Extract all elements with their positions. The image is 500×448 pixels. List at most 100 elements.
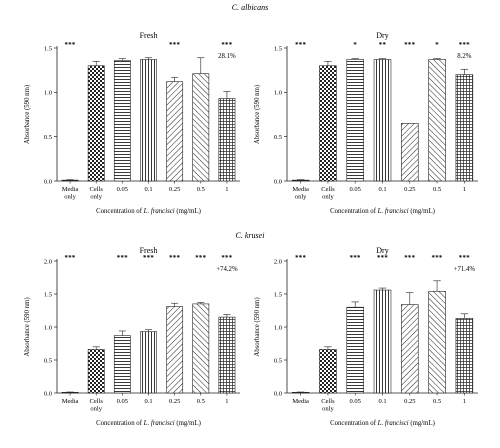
x-tick-label: 0.5	[433, 398, 441, 405]
percent-annotation: +71.4%	[454, 266, 476, 273]
y-tick-label: 0.0	[44, 178, 52, 185]
significance-marker: ***	[377, 255, 388, 262]
significance-marker: ***	[65, 255, 76, 262]
significance-marker: ***	[404, 255, 415, 262]
significance-marker: ***	[350, 255, 361, 262]
x-tick-label: Cells only	[321, 186, 335, 201]
x-axis-label-part: Concentration of	[96, 208, 144, 215]
y-tick-label: 0.5	[274, 357, 282, 364]
significance-marker: *	[353, 42, 357, 49]
panel-title: Dry	[376, 246, 388, 255]
x-axis-label: Concentration of L. francisci (mg/mL)	[96, 208, 201, 215]
significance-marker: ***	[65, 42, 76, 49]
x-axis-label-part: (mg/mL)	[175, 420, 201, 427]
y-tick-label: 1.5	[274, 45, 282, 52]
x-tick-label: 1	[463, 186, 466, 193]
x-axis-label-part: Concentration of	[330, 208, 378, 215]
x-axis-label-part: L. francisci	[143, 208, 175, 215]
x-tick-label: 0.25	[169, 186, 180, 193]
y-axis-label: Absorbance (590 nm)	[254, 297, 261, 356]
bar	[218, 316, 236, 394]
panel-title: Dry	[376, 31, 388, 40]
x-tick-label-line: only	[64, 194, 76, 201]
x-tick-label: Cells only	[321, 398, 335, 413]
bar	[291, 392, 310, 394]
x-tick-label: 0.1	[144, 186, 152, 193]
x-tick-label: 0.1	[378, 186, 386, 193]
y-tick-label: 1.0	[274, 324, 282, 331]
bar	[113, 335, 131, 394]
y-tick-label: 0.5	[44, 134, 52, 141]
x-tick-label: Cells only	[90, 398, 104, 413]
x-tick-label-line: Cells	[321, 186, 335, 193]
significance-marker: ***	[221, 255, 232, 262]
y-tick-label: 0.0	[274, 390, 282, 397]
significance-marker: ***	[221, 42, 232, 49]
y-tick-label: 1.0	[274, 90, 282, 97]
x-tick-label-line: only	[90, 406, 102, 413]
x-tick-label: 0.5	[197, 186, 205, 193]
bar	[192, 73, 210, 182]
x-tick-label: Media only	[292, 186, 309, 201]
y-tick-label: 1.5	[274, 291, 282, 298]
bar	[166, 81, 184, 182]
significance-marker: **	[379, 42, 387, 49]
bar	[401, 123, 419, 182]
x-axis-label-part: Concentration of	[330, 420, 378, 427]
percent-annotation: 28.1%	[218, 53, 236, 60]
y-tick-label: 0.5	[44, 357, 52, 364]
significance-marker: ***	[432, 255, 443, 262]
x-tick-label-line: Cells	[90, 398, 104, 405]
x-tick-label: 0.5	[197, 398, 205, 405]
x-tick-label-line: only	[322, 406, 334, 413]
y-axis-label: Absorbance (590 nm)	[254, 85, 261, 144]
bar	[113, 60, 131, 182]
bar	[428, 59, 446, 182]
y-tick-label: 0.5	[274, 134, 282, 141]
chart-ck-dry: Dry 0.0 0.5 1.0 1.5 2.0 Absorbance (590 nm) Con…	[254, 246, 478, 427]
bar	[166, 306, 184, 394]
bar	[455, 74, 474, 182]
x-tick-label-line: Cells	[90, 186, 104, 193]
x-axis-label-part: (mg/mL)	[409, 420, 435, 427]
x-axis-label: Concentration of L. francisci (mg/mL)	[330, 420, 435, 427]
y-tick-label: 1.5	[44, 291, 52, 298]
x-tick-label: Media	[292, 398, 309, 405]
bar	[218, 98, 236, 182]
x-tick-label-line: only	[322, 194, 334, 201]
x-axis-label-part: Concentration of	[96, 420, 144, 427]
bar	[319, 349, 337, 394]
x-tick-label-line: only	[90, 194, 102, 201]
bar	[319, 65, 337, 182]
significance-marker: ***	[143, 255, 154, 262]
x-axis-label-part: L. francisci	[377, 420, 409, 427]
y-tick-label: 2.0	[44, 258, 52, 265]
x-tick-label-line: Media	[292, 186, 309, 193]
x-tick-label-line: Cells	[321, 398, 335, 405]
x-tick-label: 0.1	[144, 398, 152, 405]
bar	[61, 392, 79, 394]
x-tick-label: 0.05	[350, 186, 361, 193]
x-tick-label: 1	[225, 186, 228, 193]
bar	[291, 179, 310, 182]
x-axis-label-part: (mg/mL)	[175, 208, 201, 215]
y-tick-label: 1.0	[44, 90, 52, 97]
y-tick-label: 1.0	[44, 324, 52, 331]
x-tick-label: Cells only	[90, 186, 104, 201]
percent-annotation: 8.2%	[457, 53, 471, 60]
panel-title: Fresh	[140, 31, 158, 40]
x-tick-label: Media	[62, 398, 79, 405]
x-tick-label: 1	[463, 398, 466, 405]
bar	[140, 331, 157, 394]
significance-marker: ***	[169, 255, 180, 262]
bar	[373, 59, 392, 182]
x-tick-label: Media only	[62, 186, 79, 201]
x-tick-label: 0.5	[433, 186, 441, 193]
bar	[373, 289, 392, 394]
significance-marker: ***	[169, 42, 180, 49]
bar	[346, 306, 364, 394]
x-tick-label-line: Media	[62, 186, 79, 193]
x-tick-label: 0.05	[350, 398, 361, 405]
percent-annotation: +74.2%	[216, 266, 238, 273]
